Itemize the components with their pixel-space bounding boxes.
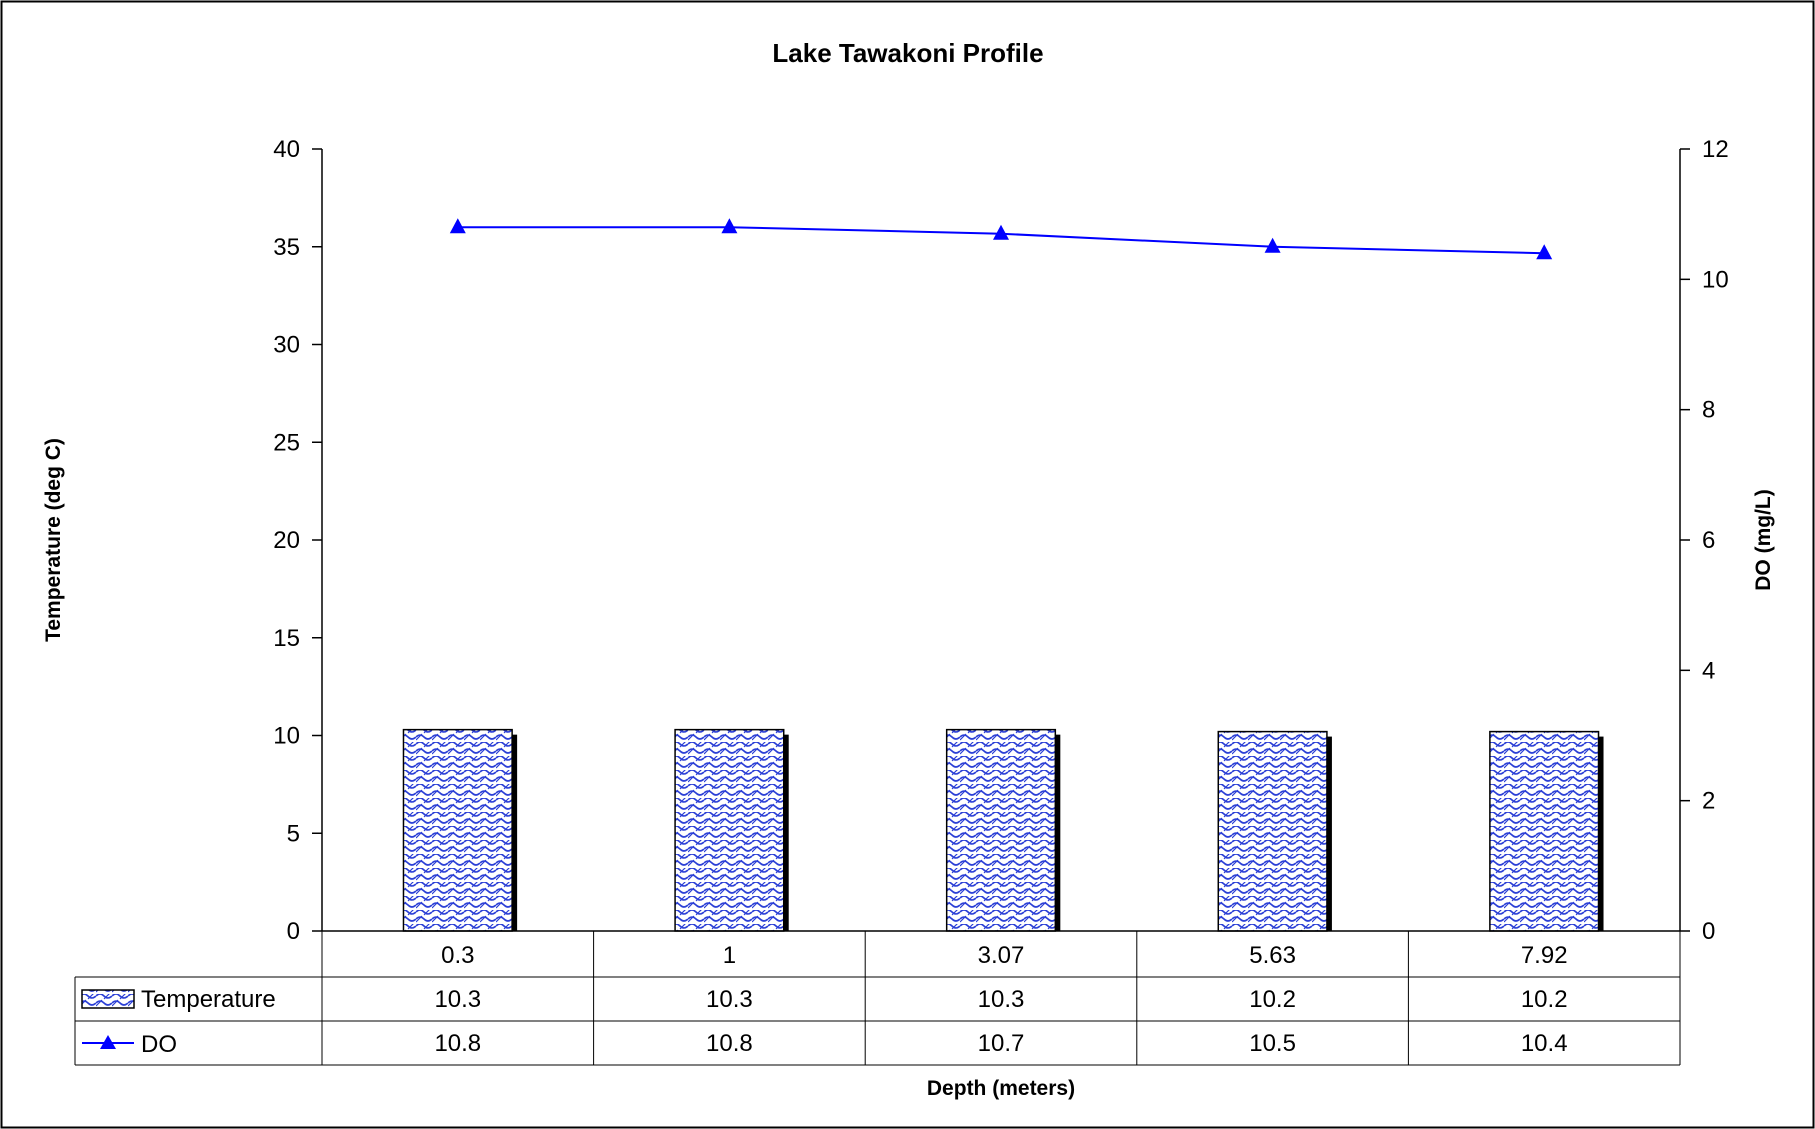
do-point: [721, 218, 738, 234]
table-cell-temperature: 10.2: [1249, 986, 1296, 1013]
legend-label-temperature: Temperature: [141, 986, 276, 1013]
table-cell-do: 10.8: [434, 1030, 481, 1057]
y-right-ticks: 0 2 4 6 8 10 12: [1680, 136, 1729, 945]
do-point: [1264, 237, 1281, 253]
do-point: [1536, 244, 1553, 260]
table-cells: 0.3 1 3.07 5.63 7.92 10.3 10.3 10.3 10.2 10.2 10.8…: [434, 931, 1568, 1065]
y-left-tick-label: 0: [287, 918, 300, 945]
bar-temperature: [1217, 730, 1328, 932]
bar-temperature: [674, 728, 785, 932]
y-left-tick-label: 20: [273, 527, 300, 554]
legend-key-do-marker: [100, 1035, 116, 1049]
bar-series-temperature: [402, 728, 1604, 932]
axes: 0 5 10 15 20 25 30 35 40 0 2 4 6 8 10 12: [273, 136, 1728, 945]
y-left-tick-label: 40: [273, 136, 300, 163]
bar-temperature: [1489, 730, 1600, 932]
y-right-tick-label: 6: [1702, 527, 1715, 554]
y-right-tick-label: 2: [1702, 788, 1715, 815]
table-cell-depth: 5.63: [1249, 942, 1296, 969]
plot-area: [402, 218, 1604, 932]
y-left-tick-label: 15: [273, 625, 300, 652]
y-left-ticks: 0 5 10 15 20 25 30 35 40: [273, 136, 322, 945]
table-cell-do: 10.7: [978, 1030, 1025, 1057]
table-cell-do: 10.4: [1521, 1030, 1568, 1057]
table-cell-temperature: 10.3: [706, 986, 753, 1013]
do-point: [449, 218, 466, 234]
y-axis-title-right: DO (mg/L): [1752, 489, 1775, 590]
y-right-tick-label: 12: [1702, 136, 1729, 163]
y-left-tick-label: 35: [273, 234, 300, 261]
table-cell-temperature: 10.3: [434, 986, 481, 1013]
table-cell-depth: 0.3: [441, 942, 474, 969]
legend-key-temperature: [81, 989, 135, 1009]
table-cell-do: 10.5: [1249, 1030, 1296, 1057]
do-point: [993, 224, 1009, 240]
line-series-do: [449, 218, 1553, 260]
x-axis-title: Depth (meters): [927, 1077, 1075, 1100]
y-left-tick-label: 5: [287, 820, 300, 847]
table-cell-temperature: 10.3: [978, 986, 1025, 1013]
bar-temperature: [402, 728, 513, 932]
y-right-tick-label: 10: [1702, 266, 1729, 293]
y-left-tick-label: 30: [273, 332, 300, 359]
y-left-tick-label: 10: [273, 723, 300, 750]
table-cell-depth: 1: [723, 942, 736, 969]
y-right-tick-label: 4: [1702, 657, 1715, 684]
table-cell-do: 10.8: [706, 1030, 753, 1057]
y-right-tick-label: 0: [1702, 918, 1715, 945]
legend-label-do: DO: [141, 1031, 177, 1058]
table-cell-temperature: 10.2: [1521, 986, 1568, 1013]
table-cell-depth: 7.92: [1521, 942, 1568, 969]
y-axis-title-left: Temperature (deg C): [42, 438, 65, 642]
y-left-tick-label: 25: [273, 429, 300, 456]
y-right-tick-label: 8: [1702, 397, 1715, 424]
data-table: 0.3 1 3.07 5.63 7.92 10.3 10.3 10.3 10.2 10.2 10.8…: [74, 931, 1681, 1066]
chart-title: Lake Tawakoni Profile: [772, 38, 1043, 68]
table-cell-depth: 3.07: [978, 942, 1025, 969]
bar-temperature: [945, 728, 1057, 932]
